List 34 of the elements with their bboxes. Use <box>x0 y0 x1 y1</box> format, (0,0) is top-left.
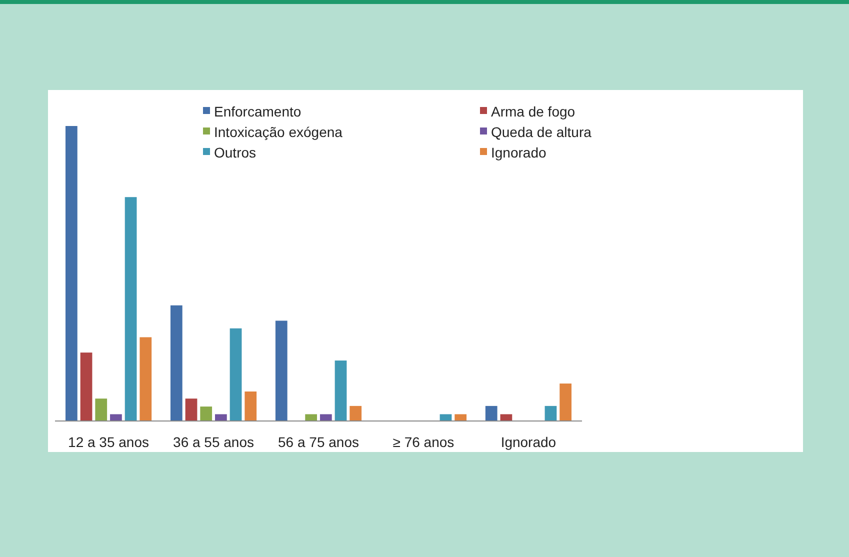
bar <box>110 414 122 421</box>
bar <box>320 414 332 421</box>
bar <box>350 406 362 421</box>
bar <box>485 406 498 421</box>
bar <box>334 360 347 421</box>
bar <box>560 384 572 421</box>
legend-label: Queda de altura <box>491 124 592 140</box>
bar <box>244 392 257 421</box>
bar <box>124 197 137 421</box>
bar <box>305 414 318 421</box>
bar <box>200 406 212 421</box>
bar <box>544 406 557 421</box>
bar <box>454 414 467 421</box>
x-tick-label: 56 a 75 anos <box>278 434 359 450</box>
x-tick-label: 12 a 35 anos <box>68 434 150 450</box>
bar <box>170 305 182 421</box>
bar <box>185 398 198 421</box>
x-tick-label: ≥ 76 anos <box>392 434 454 450</box>
bar <box>440 414 452 421</box>
bar <box>500 414 512 421</box>
legend-label: Intoxicação exógena <box>214 124 343 140</box>
bar <box>80 352 92 421</box>
legend-label: Outros <box>214 144 256 160</box>
x-tick-label: 36 a 55 anos <box>173 434 254 450</box>
legend-label: Arma de fogo <box>491 104 576 120</box>
bar <box>230 328 242 421</box>
bar <box>95 398 108 421</box>
legend-label: Ignorado <box>491 144 546 160</box>
x-tick-label: Ignorado <box>500 434 556 450</box>
legend-label: Enforcamento <box>214 104 302 120</box>
bar <box>275 320 288 421</box>
bar <box>66 126 78 421</box>
bar <box>140 337 152 421</box>
bar <box>215 414 227 421</box>
